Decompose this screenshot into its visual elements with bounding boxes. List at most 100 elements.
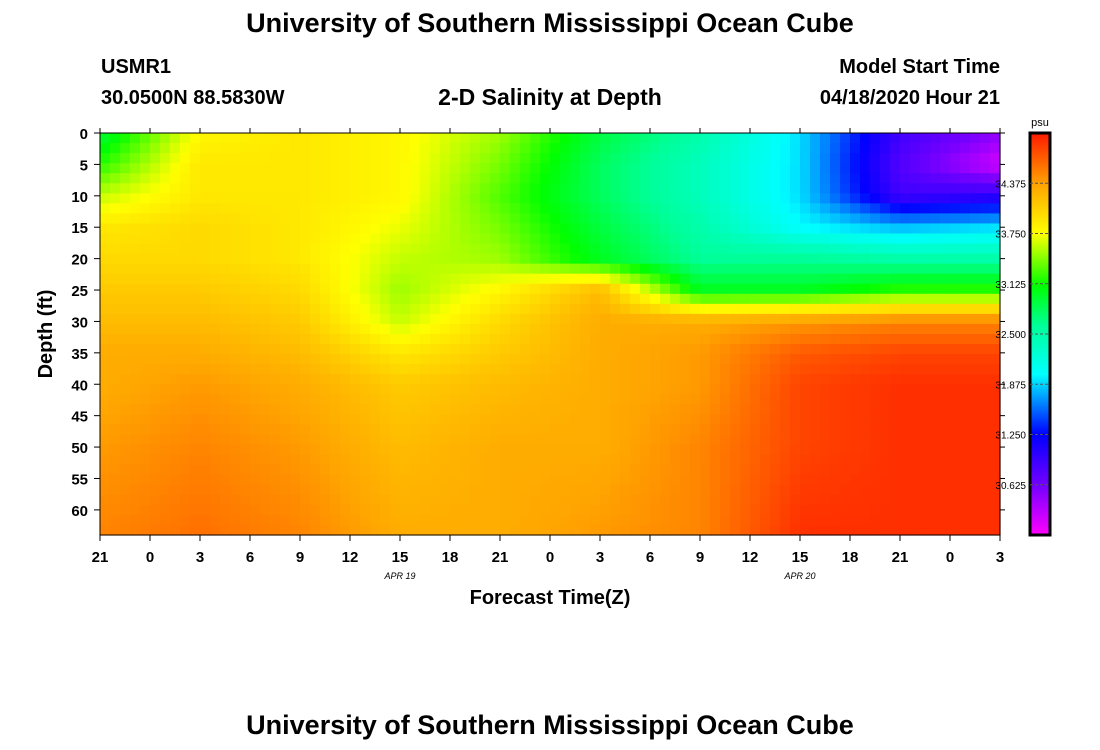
heatmap-cell bbox=[440, 303, 451, 315]
heatmap-cell bbox=[860, 243, 871, 255]
heatmap-cell bbox=[880, 203, 891, 214]
heatmap-cell bbox=[590, 153, 601, 164]
heatmap-cell bbox=[430, 464, 441, 476]
heatmap-cell bbox=[950, 153, 961, 164]
heatmap-cell bbox=[390, 364, 401, 375]
heatmap-cell bbox=[480, 344, 491, 355]
heatmap-cell bbox=[390, 303, 401, 315]
heatmap-cell bbox=[320, 354, 331, 365]
heatmap-cell bbox=[350, 133, 361, 144]
heatmap-cell bbox=[300, 243, 311, 255]
heatmap-cell bbox=[410, 434, 421, 446]
heatmap-cell bbox=[180, 213, 191, 225]
heatmap-cell bbox=[410, 334, 421, 345]
heatmap-cell bbox=[510, 514, 521, 526]
heatmap-cell bbox=[180, 414, 191, 426]
heatmap-cell bbox=[890, 223, 901, 235]
heatmap-cell bbox=[360, 504, 371, 516]
heatmap-cell bbox=[360, 163, 371, 174]
heatmap-cell bbox=[620, 313, 631, 325]
heatmap-cell bbox=[830, 203, 841, 214]
heatmap-cell bbox=[710, 133, 721, 144]
heatmap-cell bbox=[820, 434, 831, 446]
heatmap-cell bbox=[150, 454, 161, 466]
heatmap-cell bbox=[360, 384, 371, 395]
heatmap-cell bbox=[300, 454, 311, 466]
heatmap-cell bbox=[820, 484, 831, 496]
heatmap-cell bbox=[100, 253, 111, 265]
heatmap-cell bbox=[370, 454, 381, 466]
heatmap-cell bbox=[410, 273, 421, 285]
heatmap-cell bbox=[810, 303, 821, 315]
heatmap-cell bbox=[970, 213, 981, 225]
heatmap-cell bbox=[600, 514, 611, 526]
heatmap-cell bbox=[900, 464, 911, 476]
heatmap-cell bbox=[970, 394, 981, 405]
heatmap-cell bbox=[420, 233, 431, 245]
heatmap-cell bbox=[950, 183, 961, 194]
heatmap-cell bbox=[250, 253, 261, 265]
heatmap-cell bbox=[770, 253, 781, 265]
heatmap-cell bbox=[910, 133, 921, 144]
heatmap-cell bbox=[670, 464, 681, 476]
heatmap-cell bbox=[540, 193, 551, 204]
heatmap-cell bbox=[400, 293, 411, 305]
heatmap-cell bbox=[320, 293, 331, 305]
heatmap-cell bbox=[840, 524, 851, 536]
heatmap-cell bbox=[830, 213, 841, 225]
heatmap-cell bbox=[620, 514, 631, 526]
heatmap-cell bbox=[350, 213, 361, 225]
heatmap-cell bbox=[740, 374, 751, 385]
heatmap-cell bbox=[240, 504, 251, 516]
heatmap-cell bbox=[990, 153, 1001, 164]
heatmap-cell bbox=[770, 434, 781, 446]
heatmap-cell bbox=[340, 474, 351, 486]
heatmap-cell bbox=[300, 183, 311, 194]
heatmap-cell bbox=[570, 364, 581, 375]
heatmap-cell bbox=[850, 183, 861, 194]
heatmap-cell bbox=[550, 183, 561, 194]
heatmap-cell bbox=[890, 374, 901, 385]
heatmap-cell bbox=[110, 444, 121, 456]
heatmap-cell bbox=[200, 354, 211, 365]
heatmap-cell bbox=[820, 223, 831, 235]
heatmap-cell bbox=[350, 514, 361, 526]
heatmap-cell bbox=[560, 444, 571, 456]
heatmap-cell bbox=[930, 213, 941, 225]
heatmap-cell bbox=[820, 143, 831, 154]
heatmap-cell bbox=[210, 293, 221, 305]
heatmap-cell bbox=[120, 414, 131, 426]
heatmap-cell bbox=[140, 203, 151, 214]
heatmap-cell bbox=[640, 524, 651, 536]
heatmap-cell bbox=[490, 354, 501, 365]
heatmap-cell bbox=[750, 313, 761, 325]
heatmap-cell bbox=[570, 494, 581, 506]
heatmap-cell bbox=[150, 504, 161, 516]
heatmap-cell bbox=[470, 193, 481, 204]
heatmap-cell bbox=[300, 223, 311, 235]
heatmap-cell bbox=[720, 484, 731, 496]
heatmap-cell bbox=[660, 273, 671, 285]
heatmap-cell bbox=[650, 273, 661, 285]
heatmap-cell bbox=[950, 364, 961, 375]
heatmap-cell bbox=[590, 283, 601, 295]
heatmap-cell bbox=[100, 404, 111, 415]
heatmap-cell bbox=[270, 143, 281, 154]
heatmap-cell bbox=[340, 444, 351, 456]
heatmap-cell bbox=[790, 323, 801, 335]
heatmap-cell bbox=[890, 394, 901, 405]
heatmap-cell bbox=[330, 334, 341, 345]
heatmap-cell bbox=[650, 394, 661, 405]
heatmap-cell bbox=[510, 223, 521, 235]
heatmap-cell bbox=[520, 213, 531, 225]
heatmap-cell bbox=[480, 504, 491, 516]
heatmap-cell bbox=[140, 414, 151, 426]
heatmap-cell bbox=[490, 133, 501, 144]
heatmap-cell bbox=[220, 173, 231, 184]
heatmap-cell bbox=[310, 424, 321, 436]
heatmap-cell bbox=[560, 504, 571, 516]
heatmap-cell bbox=[690, 153, 701, 164]
heatmap-cell bbox=[290, 434, 301, 446]
heatmap-cell bbox=[690, 183, 701, 194]
heatmap-cell bbox=[200, 233, 211, 245]
